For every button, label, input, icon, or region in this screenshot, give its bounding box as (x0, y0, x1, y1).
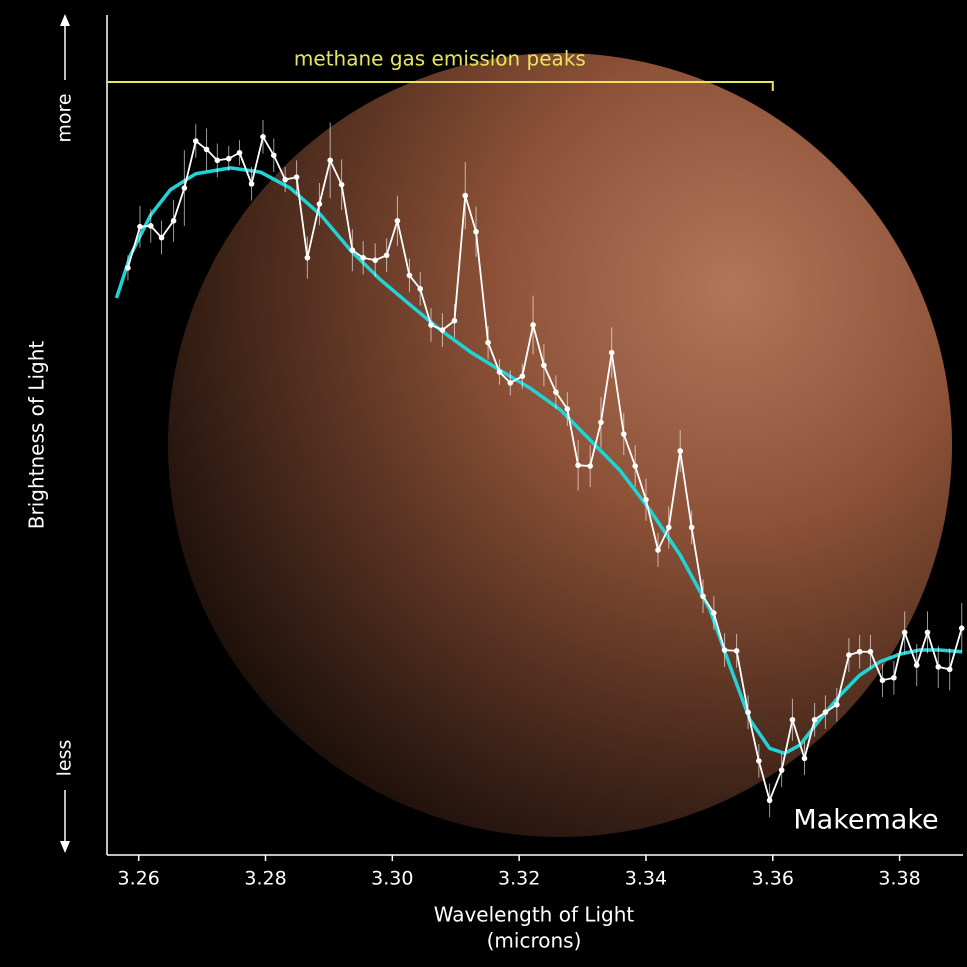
data-point (225, 155, 232, 162)
data-point (958, 625, 965, 631)
data-point (181, 185, 188, 191)
data-point (721, 647, 728, 653)
data-point (530, 322, 536, 328)
data-point (801, 755, 808, 762)
data-point (462, 192, 469, 199)
data-point (439, 327, 446, 333)
data-point (158, 234, 165, 241)
data-point (192, 138, 199, 144)
data-point (293, 174, 300, 180)
data-point (598, 419, 604, 426)
data-point (846, 652, 852, 658)
data-point (924, 629, 931, 636)
annotation-text: methane gas emission peaks (294, 47, 586, 71)
data-point (913, 662, 920, 668)
x-tick-label: 3.38 (878, 868, 920, 890)
data-point (655, 547, 661, 553)
data-point (304, 254, 311, 261)
data-point (338, 181, 345, 188)
data-point (778, 767, 785, 773)
less-arrowhead (60, 841, 70, 853)
data-point (688, 524, 695, 531)
x-tick-label: 3.32 (498, 868, 540, 890)
data-point (834, 701, 840, 708)
data-point (756, 758, 762, 764)
more-arrowhead (60, 14, 70, 26)
x-tick-label: 3.36 (752, 868, 794, 890)
data-point (496, 369, 503, 375)
y-axis-label: Brightness of Light (25, 341, 49, 530)
data-point (170, 218, 177, 224)
data-point (147, 223, 154, 229)
data-point (553, 389, 559, 395)
data-point (248, 181, 255, 187)
data-point (260, 134, 266, 140)
x-tick-label: 3.30 (371, 868, 413, 890)
data-point (316, 201, 323, 207)
data-point (822, 709, 829, 715)
data-point (867, 648, 874, 655)
data-point (203, 146, 210, 153)
data-point (901, 629, 908, 636)
data-point (349, 247, 356, 253)
y-top-label: more (54, 93, 76, 142)
data-point (587, 463, 593, 469)
data-point (564, 406, 571, 412)
data-point (214, 157, 221, 164)
x-axis-label: (microns) (487, 929, 582, 953)
data-point (451, 317, 458, 324)
data-point (733, 648, 740, 654)
data-point (575, 462, 581, 469)
data-point (643, 496, 649, 503)
data-point (789, 716, 796, 723)
data-point (383, 252, 390, 259)
data-point (632, 463, 638, 469)
data-point (665, 524, 672, 531)
data-point (677, 448, 684, 454)
data-point (811, 716, 818, 723)
x-axis-label: Wavelength of Light (434, 903, 635, 927)
x-tick-label: 3.28 (244, 868, 286, 890)
data-point (711, 610, 717, 616)
data-point (236, 149, 243, 156)
data-point (519, 373, 526, 380)
data-point (282, 176, 288, 183)
planet (168, 53, 952, 837)
data-point (507, 380, 514, 386)
data-point (137, 223, 143, 230)
data-point (270, 152, 277, 159)
data-point (608, 349, 615, 356)
x-tick-label: 3.34 (625, 868, 667, 890)
data-point (360, 254, 366, 261)
data-point (417, 286, 424, 292)
data-point (406, 272, 413, 279)
data-point (700, 593, 706, 600)
data-point (879, 677, 886, 684)
data-point (891, 674, 897, 681)
data-point (485, 339, 491, 346)
data-point (327, 157, 333, 164)
data-point (620, 431, 627, 437)
data-point (372, 257, 379, 264)
data-point (745, 709, 751, 715)
x-tick-label: 3.26 (118, 868, 160, 890)
data-point (766, 797, 773, 804)
data-point (935, 664, 942, 670)
data-point (428, 322, 434, 328)
annotation-bracket (107, 81, 774, 91)
y-bottom-label: less (54, 740, 76, 777)
data-point (946, 666, 953, 673)
model-line (114, 166, 962, 756)
data-point (394, 218, 401, 224)
data-point (541, 362, 547, 369)
data-point (473, 228, 479, 235)
object-label: Makemake (793, 805, 938, 836)
data-point (856, 648, 863, 655)
data-point (125, 265, 131, 271)
